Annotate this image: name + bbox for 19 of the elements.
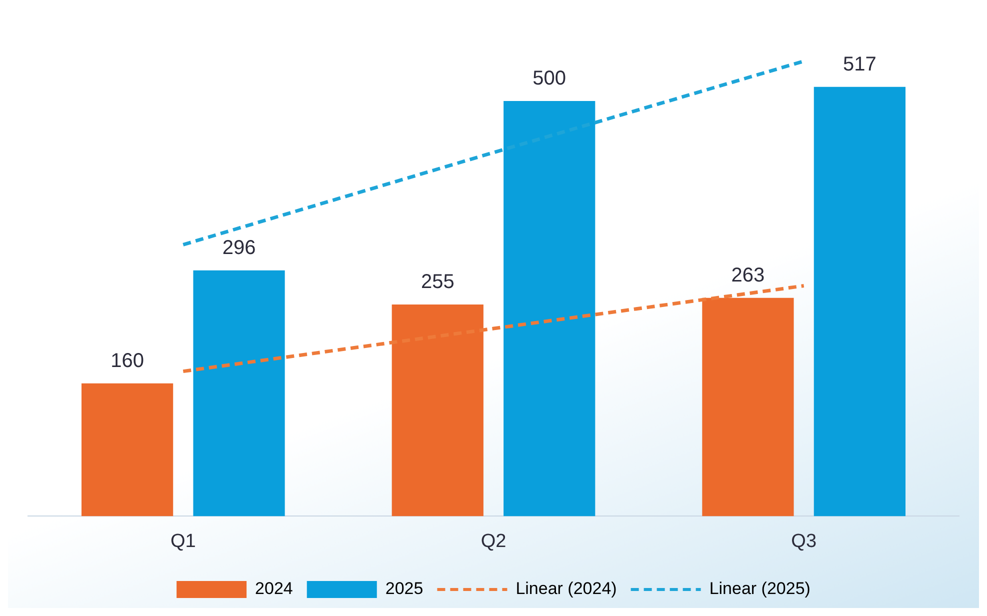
x-tick-label: Q1 <box>170 530 196 552</box>
legend-label: 2025 <box>385 579 424 598</box>
x-tick-label: Q2 <box>480 530 506 552</box>
bar <box>702 298 794 516</box>
bar <box>504 101 596 516</box>
data-label: 500 <box>532 68 566 90</box>
data-label: 263 <box>731 264 765 286</box>
legend-label: Linear (2024) <box>516 579 617 598</box>
legend-label: Linear (2025) <box>709 579 810 598</box>
bar <box>193 270 285 516</box>
bar <box>392 304 484 516</box>
data-label: 517 <box>843 53 876 76</box>
x-tick-label: Q3 <box>791 530 817 552</box>
bar <box>82 383 174 516</box>
data-label: 296 <box>222 236 256 259</box>
data-label: 255 <box>420 270 454 293</box>
data-label: 160 <box>110 350 144 372</box>
bar <box>814 86 906 516</box>
legend-label: 2024 <box>255 579 293 598</box>
